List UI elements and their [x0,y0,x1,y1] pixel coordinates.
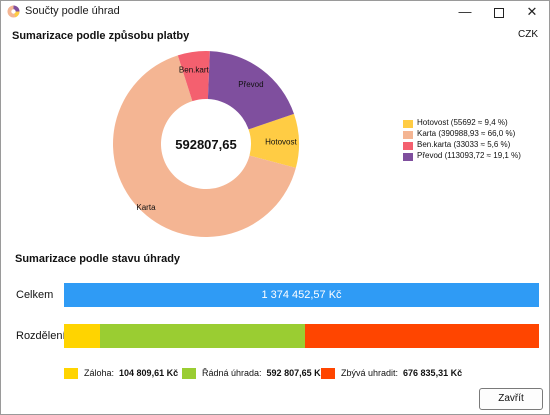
split-bar [64,324,539,348]
legend-value: 592 807,65 Kč [266,368,326,378]
donut-slice-label: Převod [238,80,263,89]
legend-item: Karta (390988,93 ≈ 66,0 %) [403,129,543,139]
legend-item-zaloha: Záloha: 104 809,61 Kč [64,366,178,380]
split-row-label: Rozdělení [16,330,66,342]
donut-slice-ben-karta [177,51,210,102]
legend-swatch [403,153,413,161]
payment-legend: Hotovost (55692 ≈ 9,4 %) Karta (390988,93… [403,118,543,162]
legend-swatch [403,120,413,128]
donut-slice-label: Hotovost [265,137,297,146]
legend-text: Karta (390988,93 ≈ 66,0 %) [417,129,516,138]
legend-swatch [321,367,335,379]
split-segment [100,324,306,348]
title-bar[interactable]: Součty podle úhrad — ✕ [1,1,549,23]
legend-swatch [403,142,413,150]
legend-text: Hotovost (55692 ≈ 9,4 %) [417,118,508,127]
legend-swatch [64,367,78,379]
legend-text: Převod (113093,72 ≈ 19,1 %) [417,151,521,160]
maximize-icon [494,7,504,18]
total-bar-value: 1 374 452,57 Kč [261,289,342,301]
total-row-label: Celkem [16,289,54,301]
currency-label: CZK [518,29,538,40]
donut-slice-label: Ben.karta [179,66,214,75]
close-icon: ✕ [526,4,538,19]
legend-swatch [182,367,196,379]
legend-swatch [403,131,413,139]
legend-value: 104 809,61 Kč [119,368,179,378]
app-icon [7,5,20,18]
split-segment [305,324,539,348]
payment-donut-chart: Hotovost Karta Ben.karta Převod 592807,65 [113,51,299,237]
legend-text: Ben.karta (33033 ≈ 5,6 %) [417,140,511,149]
donut-center-value: 592807,65 [175,137,236,152]
close-button[interactable]: Zavřít [479,388,543,410]
status-legend: Záloha: 104 809,61 Kč Řádná úhrada: 592 … [64,366,504,380]
minimize-button[interactable]: — [448,1,482,23]
status-section-title: Sumarizace podle stavu úhrady [15,253,181,265]
donut-slice-label: Karta [136,203,156,212]
legend-item: Ben.karta (33033 ≈ 5,6 %) [403,140,543,150]
legend-label: Řádná úhrada: [202,368,262,378]
payment-section-title: Sumarizace podle způsobu platby [12,30,190,42]
split-segment [64,324,101,348]
donut-slice-hotovost [248,113,299,168]
close-window-button[interactable]: ✕ [515,1,549,23]
minimize-icon: — [458,4,472,19]
window-title: Součty podle úhrad [25,5,120,17]
legend-value: 676 835,31 Kč [403,368,463,378]
legend-label: Zbývá uhradit: [341,368,399,378]
legend-item-radna-uhrada: Řádná úhrada: 592 807,65 Kč [182,366,326,380]
total-bar: 1 374 452,57 Kč [64,283,539,307]
legend-item: Převod (113093,72 ≈ 19,1 %) [403,151,543,161]
legend-label: Záloha: [84,368,115,378]
legend-item: Hotovost (55692 ≈ 9,4 %) [403,118,543,128]
legend-item-zbyva-uhradit: Zbývá uhradit: 676 835,31 Kč [321,366,462,380]
donut-slice-p-evod [207,51,294,130]
maximize-button[interactable] [482,1,516,23]
donut-slice-karta [113,55,296,237]
